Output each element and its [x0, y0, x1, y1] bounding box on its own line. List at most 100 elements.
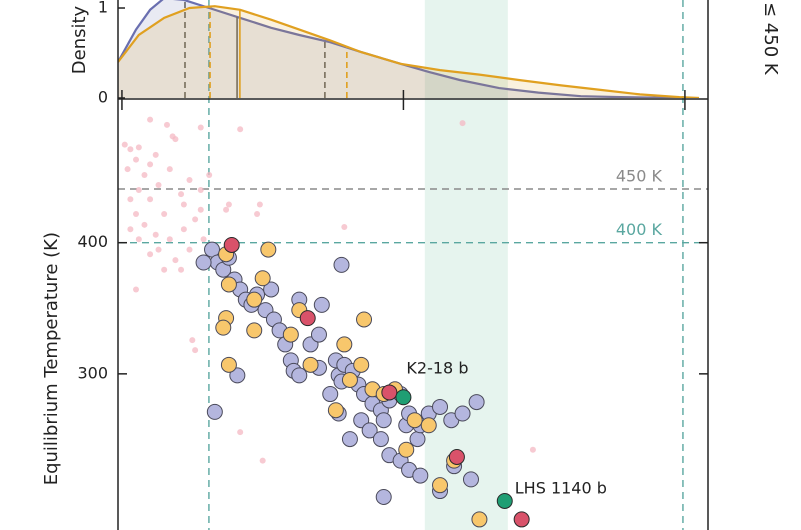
- planet-point: [254, 270, 271, 287]
- planet-point: [180, 226, 187, 233]
- y-tick-label: 400: [77, 232, 108, 251]
- planet-point: [180, 201, 187, 208]
- planet-point: [155, 246, 162, 253]
- planet-point: [375, 488, 392, 505]
- planet-point: [409, 431, 426, 448]
- planet-point: [259, 457, 266, 464]
- planet-point: [341, 224, 348, 231]
- planet-point: [127, 226, 134, 233]
- planet-point: [412, 467, 429, 484]
- planet-point: [529, 446, 536, 453]
- planet-point: [186, 246, 193, 253]
- planet-point: [147, 116, 154, 123]
- planet-point: [299, 310, 316, 327]
- side-label: ≤ 450 K: [760, 2, 781, 76]
- planet-point: [263, 281, 280, 298]
- density-line: [118, 5, 700, 98]
- planet-point: [166, 166, 173, 173]
- planet-point: [163, 121, 170, 128]
- planet-point: [229, 367, 246, 384]
- planet-point: [327, 402, 344, 419]
- planet-point: [147, 251, 154, 258]
- planet-point: [246, 322, 263, 339]
- planet-point: [141, 172, 148, 179]
- planet-point: [260, 241, 277, 258]
- planet-point: [147, 161, 154, 168]
- planet-label: K2-18 b: [406, 359, 468, 378]
- y-tick-label: 0: [98, 88, 108, 107]
- planet-point: [468, 394, 485, 411]
- planet-point: [124, 166, 131, 173]
- planet-point: [462, 471, 479, 488]
- planet-label: LHS 1140 b: [515, 478, 607, 497]
- planet-point: [448, 448, 465, 465]
- planet-point: [341, 371, 358, 388]
- planet-point: [356, 311, 373, 328]
- planet-point: [135, 144, 142, 151]
- planet-point: [432, 398, 449, 415]
- planet-point: [336, 336, 353, 353]
- density-curves: [118, 0, 700, 98]
- planet-point: [206, 172, 213, 179]
- planet-point: [432, 477, 449, 494]
- planet-point: [121, 141, 128, 148]
- planet-point: [135, 236, 142, 243]
- temperature-y-label: Equilibrium Temperature (K): [41, 232, 62, 485]
- planet-point: [178, 266, 185, 273]
- planet-point: [361, 422, 378, 439]
- planet-point: [246, 291, 263, 308]
- axes: [117, 0, 709, 530]
- density-line: [118, 0, 680, 98]
- planet-point: [133, 156, 140, 163]
- planet-point: [406, 412, 423, 429]
- planet-point: [398, 441, 415, 458]
- density-panel: [118, 0, 700, 98]
- planet-point: [127, 146, 134, 153]
- planet-point: [395, 389, 412, 406]
- reference-label: 450 K: [616, 166, 663, 185]
- y-tick-label: 1: [98, 0, 108, 17]
- planet-point: [197, 124, 204, 131]
- planet-point: [141, 221, 148, 228]
- planet-point: [513, 511, 530, 528]
- planet-point: [178, 191, 185, 198]
- planet-point: [310, 326, 327, 343]
- planet-point: [333, 256, 350, 273]
- planet-point: [155, 181, 162, 188]
- planet-point: [195, 254, 212, 271]
- planet-point: [237, 429, 244, 436]
- planet-point: [459, 120, 466, 127]
- planet-point: [223, 236, 240, 253]
- planet-point: [223, 206, 230, 213]
- planet-point: [189, 337, 196, 344]
- planet-point: [454, 405, 471, 422]
- planet-point: [237, 126, 244, 133]
- habitable-band: [424, 0, 508, 530]
- planet-point: [186, 176, 193, 183]
- planet-point: [225, 201, 232, 208]
- planet-point: [135, 187, 142, 194]
- backgrounds: [208, 0, 684, 530]
- planet-point: [161, 210, 168, 217]
- planet-point: [291, 367, 308, 384]
- planet-point: [192, 216, 199, 223]
- planet-point: [220, 276, 237, 293]
- planet-point: [147, 196, 154, 203]
- planet-point: [215, 319, 232, 336]
- planet-point: [169, 133, 176, 140]
- planet-point: [496, 492, 513, 509]
- planet-point: [192, 347, 199, 354]
- density-y-label: Density: [69, 5, 90, 74]
- planet-point: [322, 386, 339, 403]
- planet-point: [133, 210, 140, 217]
- planet-point: [420, 417, 437, 434]
- planet-point: [197, 206, 204, 213]
- planet-point: [197, 187, 204, 194]
- scatter-panel: 450 K 400 K K2-18 b LHS 1140 b: [118, 116, 708, 528]
- planet-point: [282, 326, 299, 343]
- reference-label: 400 K: [616, 220, 663, 239]
- planet-point: [161, 266, 168, 273]
- points: [121, 116, 536, 528]
- planet-point: [254, 210, 261, 217]
